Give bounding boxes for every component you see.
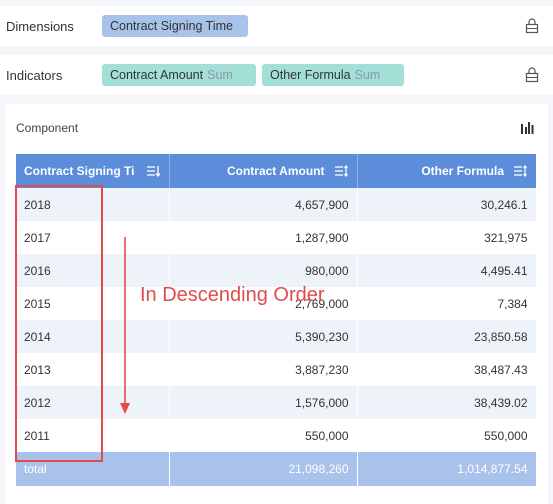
table-cell-year: 2012 xyxy=(16,386,170,419)
dimension-field-pill[interactable]: Contract Signing Time xyxy=(102,15,248,37)
indicators-bar: Indicators Contract Amount Sum Other Form… xyxy=(0,55,553,95)
data-table: Contract Signing Ti Contract Amount xyxy=(16,154,537,486)
table-cell-contract-amount: 550,000 xyxy=(169,419,358,452)
sort-descending-icon[interactable] xyxy=(146,165,161,177)
lock-icon[interactable] xyxy=(525,67,539,83)
column-header-label: Contract Signing Ti xyxy=(24,164,135,178)
column-header-other-formula[interactable]: Other Formula xyxy=(357,154,536,188)
table-cell-other-formula: 550,000 xyxy=(357,419,537,452)
table-cell-year: 2013 xyxy=(16,353,170,386)
table-cell-other-formula: 38,487.43 xyxy=(357,353,537,386)
table-cell-year: 2011 xyxy=(16,419,170,452)
indicator-field-agg: Sum xyxy=(207,68,233,82)
column-chart-icon[interactable] xyxy=(520,121,534,135)
table-cell-other-formula: 321,975 xyxy=(357,221,537,254)
table-cell-year: 2015 xyxy=(16,287,170,320)
total-other-formula: 1,014,877.54 xyxy=(357,452,537,486)
column-header-label: Contract Amount xyxy=(226,164,325,178)
total-contract-amount: 21,098,260 xyxy=(169,452,358,486)
annotation-down-arrow-icon xyxy=(120,237,130,414)
component-title: Component xyxy=(16,121,79,135)
component-panel: Component Contract Signing Ti xyxy=(6,104,548,504)
table-cell-year: 2018 xyxy=(16,188,170,221)
annotation-text: In Descending Order xyxy=(140,284,325,306)
table-row: 2016 980,000 4,495.41 xyxy=(16,254,537,287)
table-cell-contract-amount: 3,887,230 xyxy=(169,353,358,386)
sort-icon[interactable] xyxy=(514,165,528,177)
table-row: 2012 1,576,000 38,439.02 xyxy=(16,386,537,419)
column-header-contract-signing-time[interactable]: Contract Signing Ti xyxy=(16,154,170,188)
annotation-highlight-box xyxy=(15,185,103,462)
table-cell-other-formula: 7,384 xyxy=(357,287,537,320)
table-cell-contract-amount: 980,000 xyxy=(169,254,358,287)
indicator-field-name: Other Formula xyxy=(270,68,351,82)
table-row: 2015 2,769,000 7,384 xyxy=(16,287,537,320)
table-cell-other-formula: 30,246.1 xyxy=(357,188,537,221)
dimensions-bar: Dimensions Contract Signing Time xyxy=(0,6,553,46)
table-cell-contract-amount: 4,657,900 xyxy=(169,188,358,221)
indicator-field-pill-contract-amount[interactable]: Contract Amount Sum xyxy=(102,64,256,86)
table-cell-contract-amount: 5,390,230 xyxy=(169,320,358,353)
table-row: 2013 3,887,230 38,487.43 xyxy=(16,353,537,386)
sort-icon[interactable] xyxy=(334,165,349,177)
indicator-field-agg: Sum xyxy=(354,68,381,82)
table-row: 2017 1,287,900 321,975 xyxy=(16,221,537,254)
table-cell-other-formula: 38,439.02 xyxy=(357,386,537,419)
table-cell-other-formula: 4,495.41 xyxy=(357,254,537,287)
lock-icon[interactable] xyxy=(525,18,539,34)
table-row: 2011 550,000 550,000 xyxy=(16,419,537,452)
indicator-field-pill-other-formula[interactable]: Other Formula Sum xyxy=(262,64,404,86)
indicator-field-name: Contract Amount xyxy=(110,68,204,82)
table-row: 2018 4,657,900 30,246.1 xyxy=(16,188,537,221)
table-cell-contract-amount: 1,576,000 xyxy=(169,386,358,419)
table-cell-contract-amount: 2,769,000 xyxy=(169,287,358,320)
table-cell-year: 2014 xyxy=(16,320,170,353)
table-cell-year: 2016 xyxy=(16,254,170,287)
table-cell-year: 2017 xyxy=(16,221,170,254)
column-header-contract-amount[interactable]: Contract Amount xyxy=(169,154,358,188)
total-label: total xyxy=(16,452,170,486)
column-header-label: Other Formula xyxy=(421,164,504,178)
table-cell-other-formula: 23,850.58 xyxy=(357,320,537,353)
table-row: 2014 5,390,230 23,850.58 xyxy=(16,320,537,353)
indicators-label: Indicators xyxy=(6,67,63,83)
table-total-row: total 21,098,260 1,014,877.54 xyxy=(16,452,537,486)
table-header-row: Contract Signing Ti Contract Amount xyxy=(16,154,536,188)
table-cell-contract-amount: 1,287,900 xyxy=(169,221,358,254)
dimensions-label: Dimensions xyxy=(6,18,74,34)
